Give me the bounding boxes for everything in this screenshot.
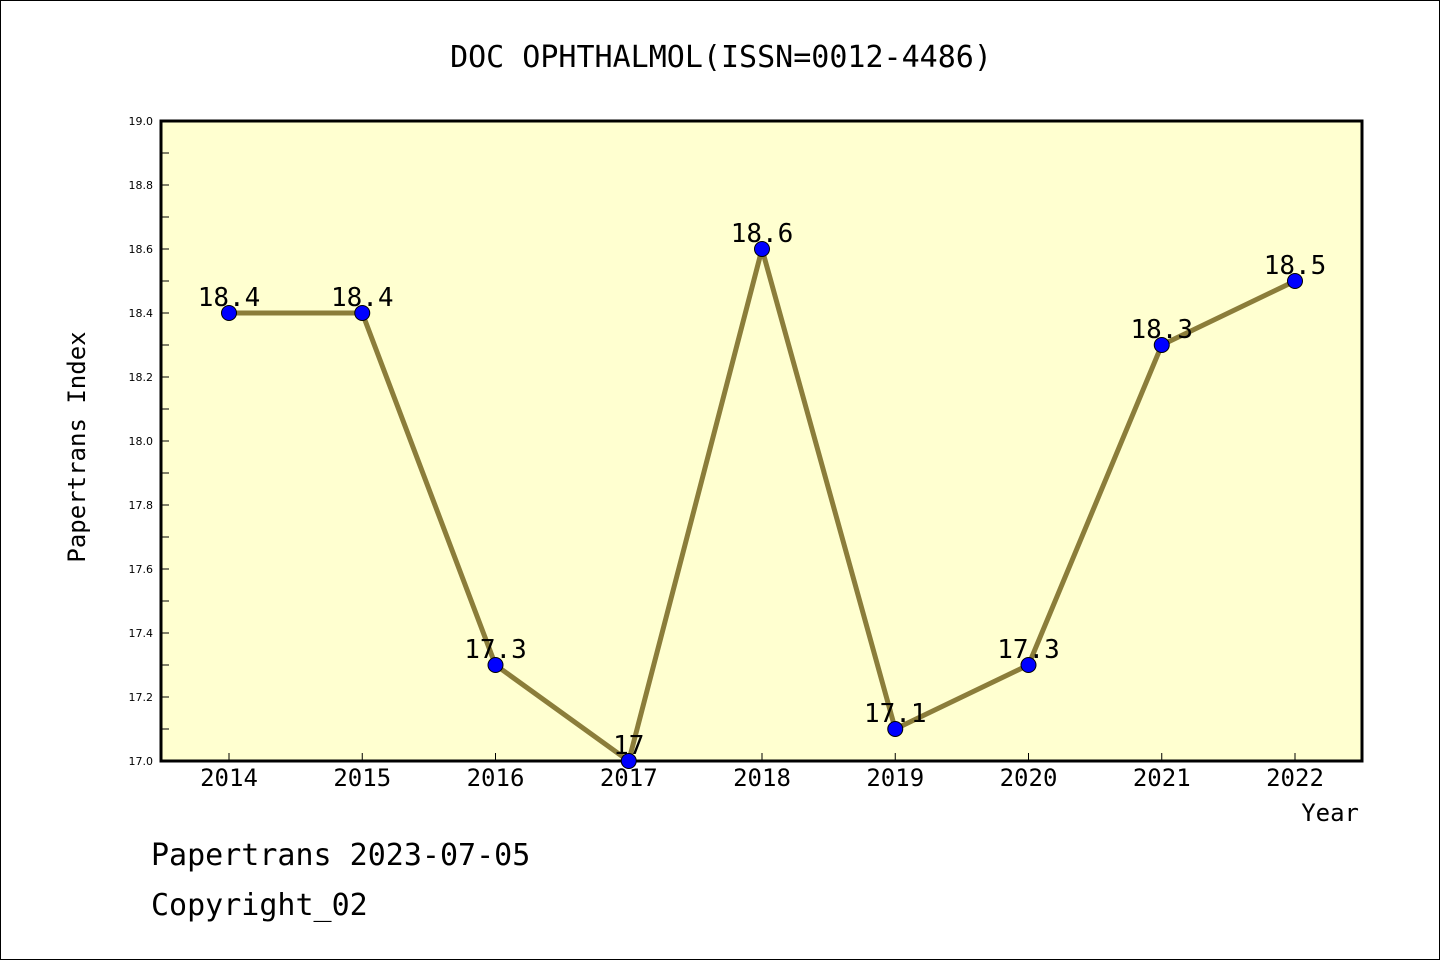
x-tick-label: 2021 xyxy=(1133,764,1191,792)
x-tick-label: 2019 xyxy=(866,764,924,792)
x-axis-ticks: 2014 2015 2016 2017 2018 2019 2020 2021 2022 xyxy=(200,753,1324,792)
y-axis-label: Papertrans Index xyxy=(63,331,91,562)
data-point xyxy=(620,753,637,769)
chart-title: DOC OPHTHALMOL(ISSN=0012-4486) xyxy=(450,40,992,75)
plot-area xyxy=(159,119,1364,763)
y-tick-label: 17.2 xyxy=(129,691,154,704)
y-tick-label: 17.0 xyxy=(129,755,154,768)
data-label: 18.5 xyxy=(1264,251,1327,281)
x-axis-label: Year xyxy=(1301,799,1359,827)
data-label: 17.3 xyxy=(464,635,527,665)
y-tick-label: 17.4 xyxy=(129,627,154,640)
x-tick-label: 2018 xyxy=(733,764,791,792)
data-point xyxy=(754,241,770,257)
y-tick-label: 17.8 xyxy=(129,499,154,512)
x-tick-label: 2020 xyxy=(1000,764,1058,792)
data-point xyxy=(487,657,504,673)
data-label: 17 xyxy=(613,731,644,761)
x-tick-label: 2016 xyxy=(467,764,525,792)
data-point xyxy=(1287,273,1303,289)
data-point xyxy=(1153,337,1170,353)
x-tick-label: 2022 xyxy=(1266,764,1324,792)
y-tick-label: 17.6 xyxy=(129,563,154,576)
y-axis-ticks: 17.0 17.2 17.4 17.6 17.8 18.0 18.2 18.4 18.6 18.8… xyxy=(129,115,169,768)
footer-date: Papertrans 2023-07-05 xyxy=(151,838,530,873)
data-point xyxy=(887,721,904,737)
x-tick-label: 2015 xyxy=(333,764,391,792)
data-label: 18.4 xyxy=(331,283,394,313)
footer-copyright: Copyright_02 xyxy=(151,888,368,923)
y-tick-label: 19.0 xyxy=(129,115,154,128)
data-point xyxy=(1020,657,1037,673)
data-label: 18.3 xyxy=(1130,315,1193,345)
y-tick-label: 18.2 xyxy=(129,371,154,384)
data-label: 17.3 xyxy=(997,635,1060,665)
y-tick-label: 18.6 xyxy=(129,243,154,256)
y-tick-label: 18.4 xyxy=(129,307,154,320)
data-point xyxy=(354,305,371,321)
data-label: 18.6 xyxy=(731,219,794,249)
series-line-group: 18.4 18.4 17.3 17 18.6 17.1 17.3 18.3 18.5 xyxy=(198,219,1327,769)
x-tick-label: 2014 xyxy=(200,764,258,792)
data-label: 18.4 xyxy=(198,283,261,313)
y-tick-label: 18.0 xyxy=(129,435,154,448)
data-point xyxy=(221,305,237,321)
data-label: 17.1 xyxy=(864,699,927,729)
y-tick-label: 18.8 xyxy=(129,179,154,192)
